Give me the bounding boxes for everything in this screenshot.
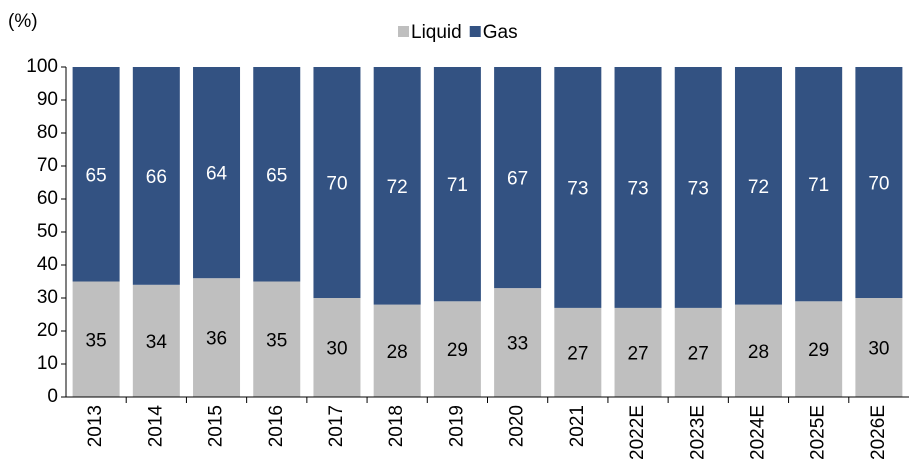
bar-segment bbox=[494, 288, 542, 397]
value-label: 73 bbox=[688, 178, 709, 199]
value-label: 30 bbox=[868, 339, 889, 360]
x-tick-label: 2023E bbox=[687, 405, 708, 460]
bar-segment bbox=[855, 67, 903, 298]
bar-segment bbox=[614, 307, 662, 397]
value-label: 72 bbox=[387, 177, 408, 198]
bar-segment bbox=[795, 301, 843, 397]
bar-segment bbox=[313, 298, 361, 397]
value-label: 29 bbox=[808, 340, 829, 361]
value-label: 71 bbox=[808, 175, 829, 196]
bar-segment bbox=[795, 67, 843, 302]
value-label: 65 bbox=[266, 165, 287, 186]
x-tick-label: 2019 bbox=[446, 405, 467, 447]
bar-segment bbox=[373, 67, 421, 305]
x-tick-label: 2016 bbox=[266, 405, 287, 447]
bar-segment bbox=[433, 67, 481, 302]
y-tick-label: 80 bbox=[37, 122, 58, 143]
value-label: 33 bbox=[507, 334, 528, 355]
legend-label: Liquid bbox=[411, 22, 462, 43]
bar-segment bbox=[132, 284, 180, 397]
bar-segment bbox=[253, 67, 301, 282]
value-label: 36 bbox=[206, 329, 227, 350]
y-axis-label: (%) bbox=[8, 11, 38, 32]
y-tick-label: 50 bbox=[37, 221, 58, 242]
value-label: 34 bbox=[146, 332, 168, 353]
value-label: 72 bbox=[748, 177, 769, 198]
value-label: 71 bbox=[447, 175, 468, 196]
x-tick-label: 2015 bbox=[206, 405, 227, 447]
bar-segment bbox=[193, 278, 241, 397]
bar-segment bbox=[554, 67, 602, 308]
value-label: 27 bbox=[567, 343, 588, 364]
bar-segment bbox=[855, 298, 903, 397]
bar-segment bbox=[193, 67, 241, 279]
bar-segment bbox=[674, 307, 722, 397]
value-label: 30 bbox=[326, 339, 347, 360]
x-tick-label: 2021 bbox=[567, 405, 588, 447]
y-tick-label: 90 bbox=[37, 89, 58, 110]
x-tick-label: 2024E bbox=[747, 405, 768, 460]
x-tick-label: 2026E bbox=[868, 405, 889, 460]
value-label: 35 bbox=[86, 330, 107, 351]
legend-swatch bbox=[398, 26, 409, 37]
value-label: 27 bbox=[627, 343, 648, 364]
bar-segment bbox=[734, 67, 782, 305]
legend-label: Gas bbox=[483, 22, 518, 43]
x-tick-label: 2018 bbox=[386, 405, 407, 447]
bar-segment bbox=[433, 301, 481, 397]
value-label: 73 bbox=[567, 178, 588, 199]
x-tick-label: 2025E bbox=[808, 405, 829, 460]
bar-segment bbox=[494, 67, 542, 289]
y-tick-label: 0 bbox=[47, 386, 58, 407]
bar-segment bbox=[313, 67, 361, 298]
y-tick-label: 20 bbox=[37, 320, 58, 341]
bar-segment bbox=[253, 281, 301, 397]
x-tick-label: 2014 bbox=[145, 405, 166, 448]
bar-segment bbox=[674, 67, 722, 308]
value-label: 28 bbox=[748, 342, 769, 363]
y-tick-label: 40 bbox=[37, 254, 58, 275]
bar-segment bbox=[373, 304, 421, 397]
bar-segment bbox=[614, 67, 662, 308]
x-tick-label: 2020 bbox=[507, 405, 528, 447]
value-label: 64 bbox=[206, 164, 228, 185]
value-label: 28 bbox=[387, 342, 408, 363]
y-tick-label: 60 bbox=[37, 188, 58, 209]
x-tick-label: 2017 bbox=[326, 405, 347, 447]
y-tick-label: 70 bbox=[37, 155, 58, 176]
x-tick-label: 2013 bbox=[85, 405, 106, 447]
bar-segment bbox=[734, 304, 782, 397]
bar-segment bbox=[554, 307, 602, 397]
value-label: 70 bbox=[326, 174, 347, 195]
value-label: 70 bbox=[868, 174, 889, 195]
value-label: 66 bbox=[146, 167, 167, 188]
value-label: 73 bbox=[627, 178, 648, 199]
legend-swatch bbox=[469, 26, 481, 37]
y-tick-label: 30 bbox=[37, 287, 58, 308]
y-tick-label: 100 bbox=[26, 56, 58, 77]
value-label: 65 bbox=[86, 165, 107, 186]
x-tick-label: 2022E bbox=[627, 405, 648, 460]
value-label: 27 bbox=[688, 343, 709, 364]
bar-segment bbox=[72, 67, 120, 282]
value-label: 67 bbox=[507, 169, 528, 190]
bar-segment bbox=[132, 67, 180, 285]
bar-segment bbox=[72, 281, 120, 397]
value-label: 35 bbox=[266, 330, 287, 351]
value-label: 29 bbox=[447, 340, 468, 361]
y-tick-label: 10 bbox=[37, 353, 58, 374]
